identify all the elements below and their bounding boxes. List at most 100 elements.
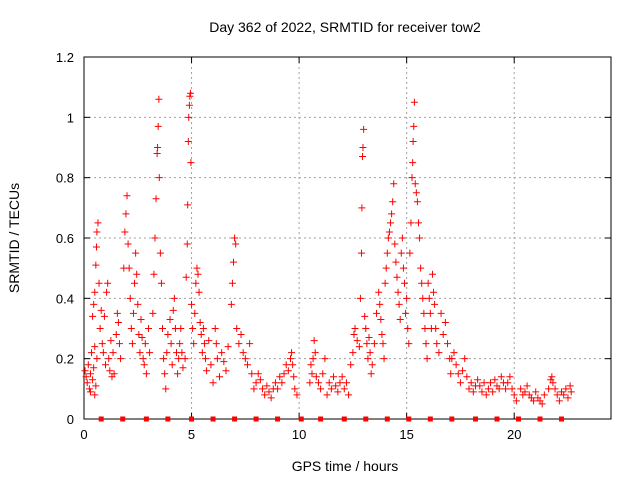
data-point [310, 337, 318, 345]
data-point [391, 240, 399, 248]
data-point [184, 201, 192, 209]
grid [84, 57, 611, 419]
data-point [85, 385, 93, 393]
data-point [288, 349, 296, 357]
data-point [342, 379, 350, 387]
data-point [123, 192, 131, 200]
data-point [93, 355, 101, 363]
data-point [155, 174, 163, 182]
y-tick-label: 0.6 [56, 231, 74, 246]
data-point [129, 309, 137, 317]
y-tick-label: 0.2 [56, 352, 74, 367]
data-point [456, 379, 464, 387]
data-point-square [384, 416, 390, 422]
data-point [510, 391, 518, 399]
data-point [218, 349, 226, 357]
data-point-square [406, 416, 412, 422]
data-point [367, 370, 375, 378]
data-point [142, 370, 150, 378]
x-axis-label: GPS time / hours [292, 458, 399, 474]
data-point [88, 349, 96, 357]
data-point [93, 228, 101, 236]
data-point [393, 273, 401, 281]
data-point [311, 349, 319, 357]
data-point [156, 249, 164, 257]
data-point [141, 340, 149, 348]
data-point [355, 343, 363, 351]
data-point [314, 379, 322, 387]
data-point [212, 340, 220, 348]
data-point [112, 331, 120, 339]
data-point [351, 325, 359, 332]
data-point [487, 379, 495, 387]
data-point-square [494, 416, 500, 422]
data-point [261, 391, 269, 399]
data-point [181, 355, 189, 363]
data-point [334, 388, 342, 396]
data-point [347, 361, 355, 369]
data-point [100, 312, 108, 320]
data-point [330, 373, 338, 381]
data-point [359, 144, 367, 151]
data-point [243, 361, 251, 369]
data-point [362, 325, 370, 332]
data-point [174, 370, 182, 378]
data-point [402, 309, 410, 317]
data-point [560, 391, 568, 399]
data-point [122, 210, 130, 218]
data-point [200, 340, 208, 348]
data-point [205, 337, 213, 345]
data-point-square [516, 416, 522, 422]
data-point-square [298, 416, 304, 422]
data-point-square [120, 416, 126, 422]
data-point [84, 361, 92, 369]
data-point [99, 349, 107, 357]
data-point [467, 379, 475, 387]
data-point [397, 249, 405, 257]
data-point [195, 288, 203, 296]
data-point [406, 249, 414, 257]
data-point [497, 373, 505, 381]
data-point [105, 355, 113, 363]
data-point [459, 367, 467, 375]
data-point [192, 279, 200, 287]
data-point [377, 315, 385, 323]
data-point [213, 355, 221, 363]
data-point [124, 240, 132, 248]
data-point [409, 137, 417, 145]
x-tick-label: 20 [507, 427, 521, 442]
data-point [187, 159, 195, 167]
data-point-square [210, 416, 216, 422]
data-point [220, 358, 228, 366]
data-point [154, 144, 162, 151]
data-point [512, 397, 520, 405]
data-point [280, 370, 288, 378]
x-tick-label: 15 [399, 427, 413, 442]
data-point [379, 340, 387, 348]
data-point [115, 340, 123, 348]
data-point [185, 101, 193, 109]
data-point [370, 340, 378, 348]
data-point [441, 318, 449, 326]
data-point [153, 150, 161, 158]
data-point [435, 349, 443, 357]
data-point [222, 367, 230, 375]
data-point [152, 195, 160, 203]
data-point [128, 340, 136, 348]
data-point [290, 373, 298, 381]
data-point [284, 367, 292, 375]
data-point [562, 385, 570, 393]
data-point [426, 309, 434, 317]
data-point [235, 340, 243, 348]
data-point [548, 373, 556, 381]
data-point [567, 388, 575, 396]
data-point [532, 388, 540, 396]
data-point [164, 331, 172, 339]
data-point [523, 382, 531, 390]
y-axis-label: SRMTID / TECUs [6, 183, 22, 293]
data-point-square [98, 416, 104, 422]
data-point [421, 325, 429, 332]
data-point [233, 325, 241, 332]
data-point [381, 279, 389, 287]
data-point [237, 331, 245, 339]
